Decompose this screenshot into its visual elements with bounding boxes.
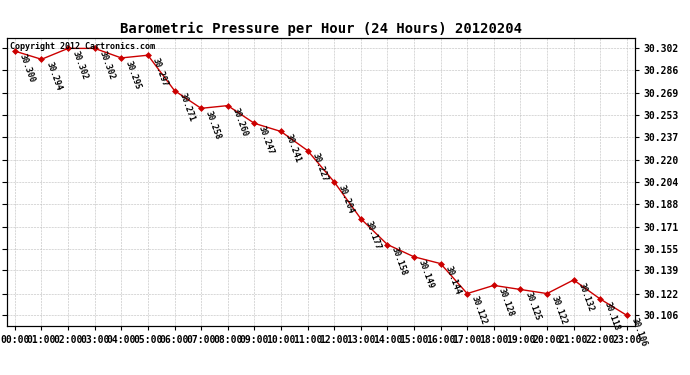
Text: 30.149: 30.149 <box>417 258 435 290</box>
Text: 30.177: 30.177 <box>364 220 382 251</box>
Text: 30.122: 30.122 <box>550 295 569 326</box>
Text: 30.158: 30.158 <box>390 246 409 277</box>
Text: 30.302: 30.302 <box>71 50 90 81</box>
Text: 30.241: 30.241 <box>284 133 302 164</box>
Text: 30.260: 30.260 <box>230 107 249 138</box>
Text: 30.106: 30.106 <box>629 317 649 348</box>
Text: 30.118: 30.118 <box>603 300 622 332</box>
Text: 30.144: 30.144 <box>444 265 462 296</box>
Text: 30.295: 30.295 <box>124 59 143 91</box>
Text: 30.258: 30.258 <box>204 110 223 141</box>
Text: 30.302: 30.302 <box>97 50 116 81</box>
Text: Copyright 2012 Cartronics.com: Copyright 2012 Cartronics.com <box>10 42 155 51</box>
Title: Barometric Pressure per Hour (24 Hours) 20120204: Barometric Pressure per Hour (24 Hours) … <box>120 22 522 36</box>
Text: 30.204: 30.204 <box>337 183 355 214</box>
Text: 30.128: 30.128 <box>497 287 515 318</box>
Text: 30.125: 30.125 <box>523 291 542 322</box>
Text: 30.122: 30.122 <box>470 295 489 326</box>
Text: 30.271: 30.271 <box>177 92 196 123</box>
Text: 30.132: 30.132 <box>576 281 595 313</box>
Text: 30.300: 30.300 <box>18 53 37 84</box>
Text: 30.297: 30.297 <box>150 57 170 88</box>
Text: 30.247: 30.247 <box>257 125 276 156</box>
Text: 30.294: 30.294 <box>44 61 63 92</box>
Text: 30.227: 30.227 <box>310 152 329 183</box>
